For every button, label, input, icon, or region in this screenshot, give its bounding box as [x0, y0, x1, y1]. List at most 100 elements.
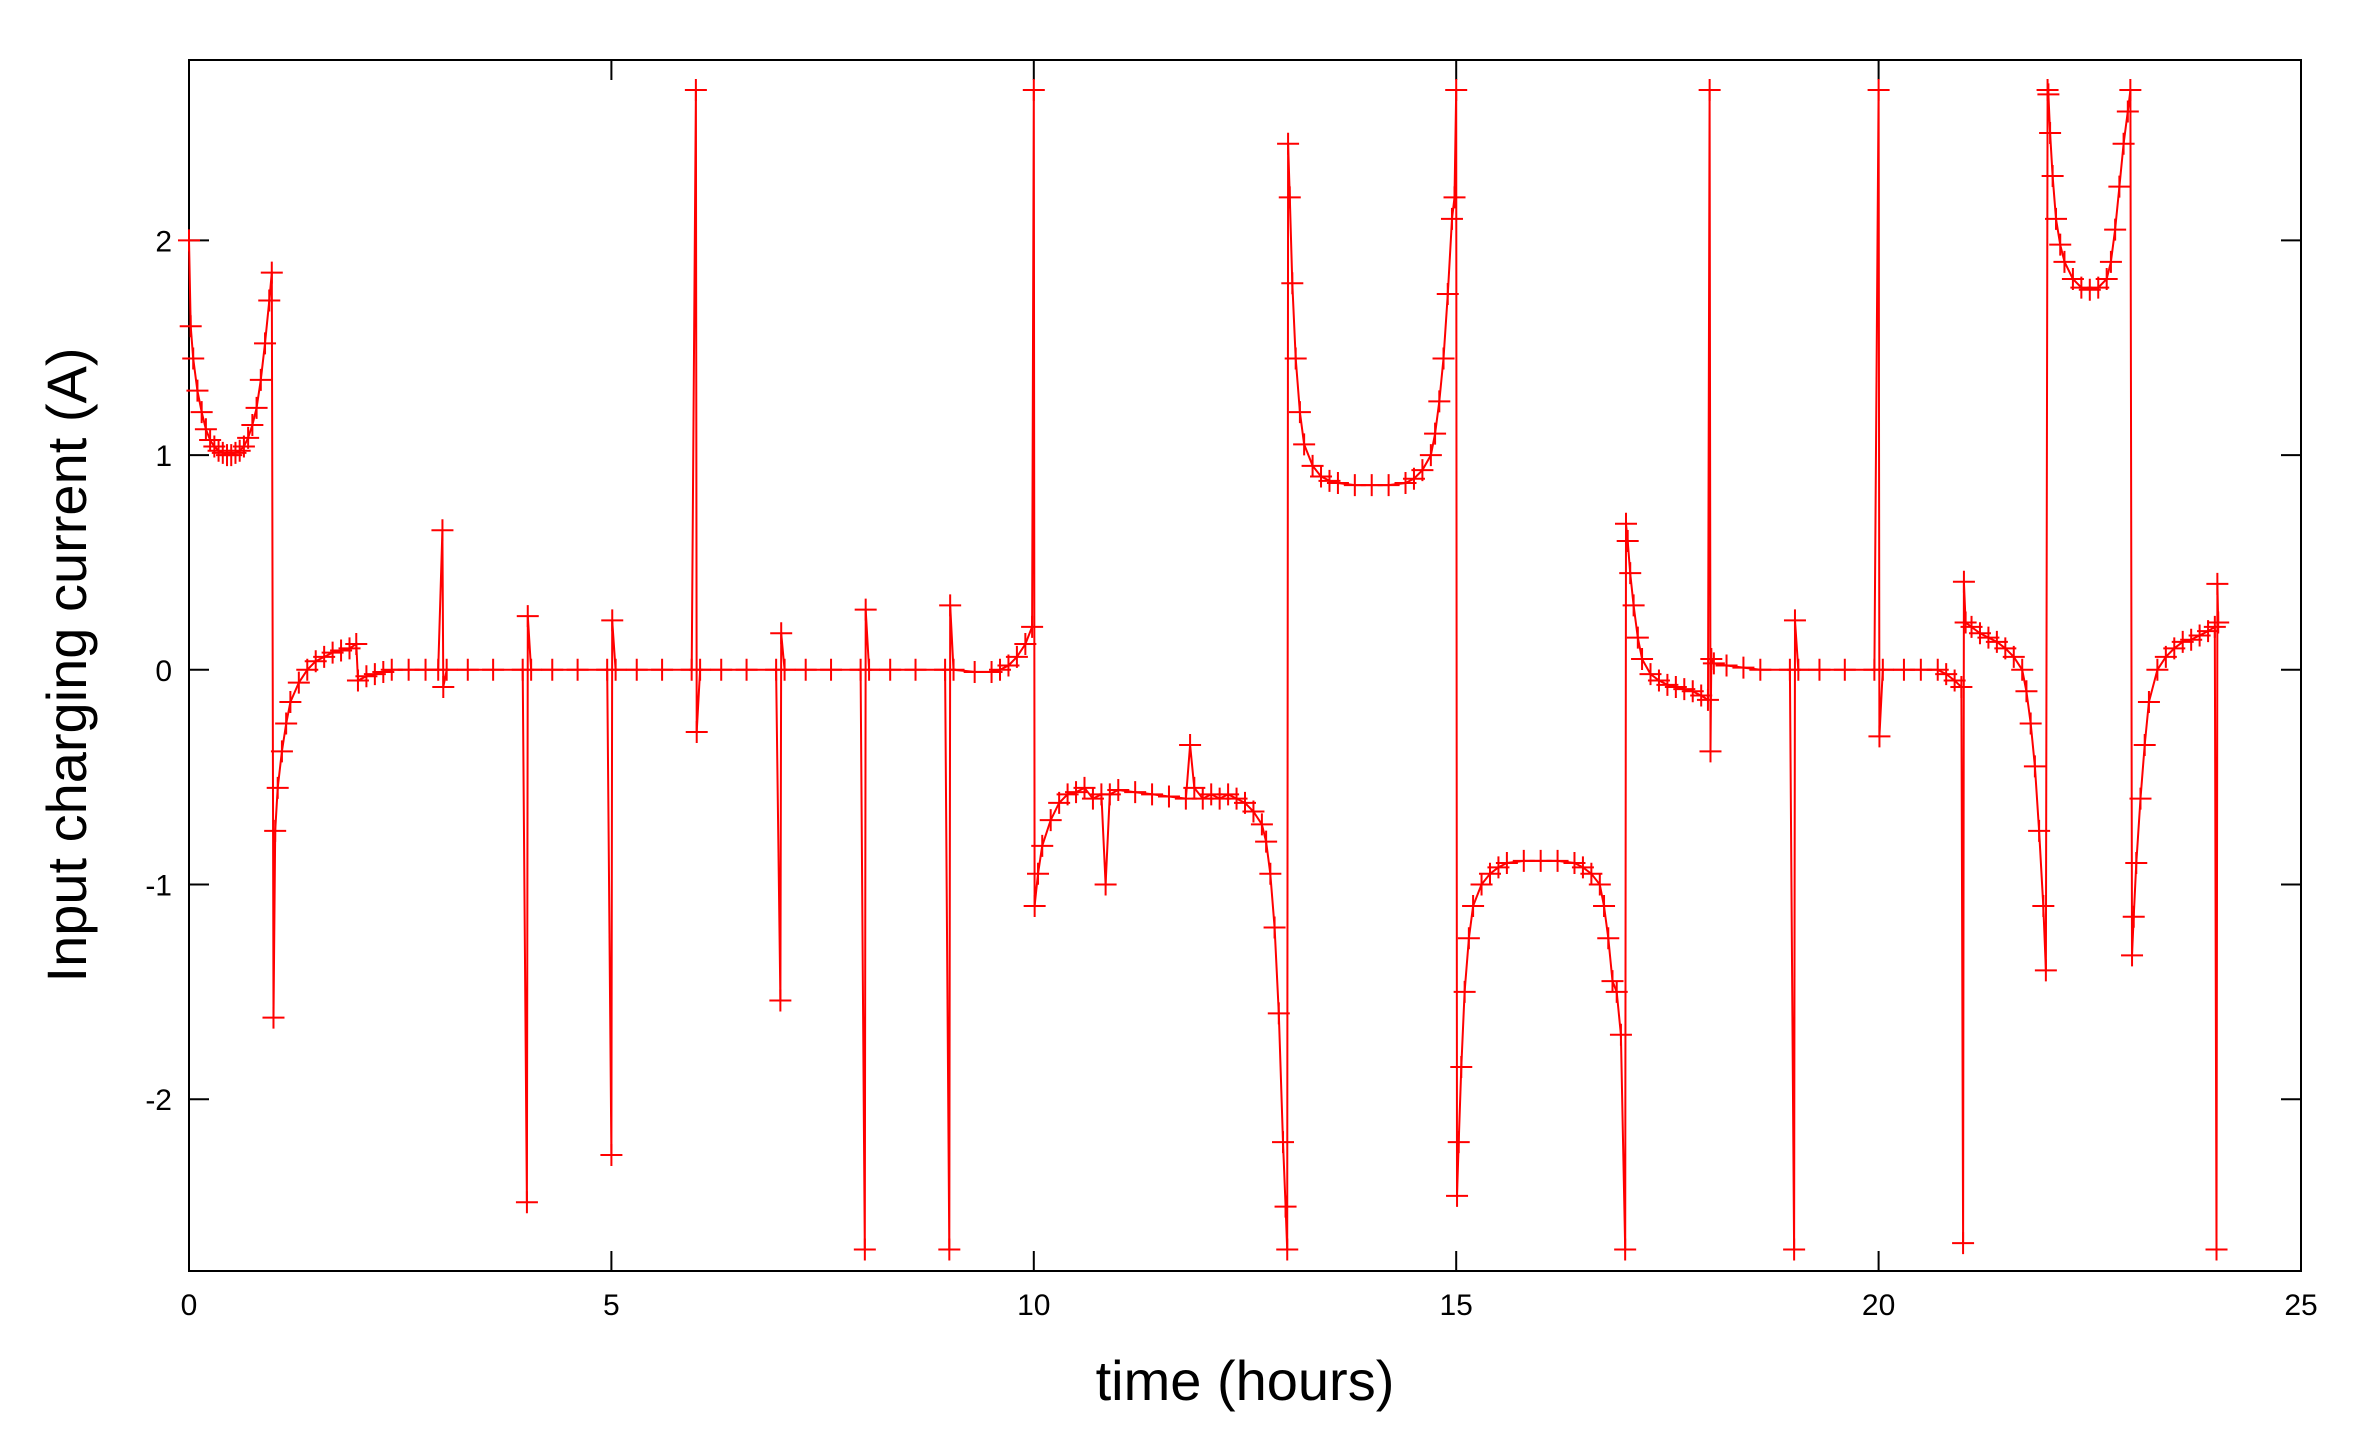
data-point [1005, 645, 1028, 668]
data-point [179, 315, 202, 338]
data-point [735, 658, 758, 681]
data-point [456, 658, 479, 681]
data-point [2095, 268, 2118, 291]
data-point [296, 658, 319, 681]
data-point [1994, 637, 2017, 660]
y-tick-label: -2 [145, 1084, 172, 1117]
data-point [1326, 471, 1349, 494]
data-point [2205, 1238, 2228, 1261]
data-point [1700, 648, 1723, 671]
data-point [275, 712, 298, 735]
data-point [1470, 873, 1493, 896]
data-point [1432, 347, 1455, 370]
data-point [1952, 570, 1975, 593]
data-point [2041, 164, 2064, 187]
data-point [1014, 633, 1037, 656]
data-point [1450, 1056, 1473, 1079]
data-point [355, 665, 378, 688]
data-point [1588, 873, 1611, 896]
data-point [1217, 783, 1240, 806]
y-axis-title: Input charging current (A) [35, 348, 98, 983]
data-point [260, 261, 283, 284]
data-point [186, 379, 209, 402]
data-point [1310, 465, 1333, 488]
data-point [1288, 401, 1311, 424]
data-point [2133, 733, 2156, 756]
data-point [2011, 658, 2034, 681]
series-layer [178, 79, 2230, 1261]
x-tick-label: 25 [2284, 1289, 2317, 1322]
data-point [1274, 1195, 1297, 1218]
data-point [625, 658, 648, 681]
data-point [794, 658, 817, 681]
data-point [2137, 691, 2160, 714]
data-point [245, 396, 268, 419]
data-point [541, 658, 564, 681]
data-point [178, 229, 200, 252]
data-point [1673, 678, 1696, 701]
data-point [604, 658, 627, 681]
data-point [1462, 894, 1485, 917]
data-point [1394, 471, 1417, 494]
data-point [249, 368, 272, 391]
data-point [313, 645, 336, 668]
data-point [1411, 459, 1434, 482]
data-point [1563, 852, 1586, 875]
data-point [997, 654, 1020, 677]
x-tick-label: 10 [1017, 1289, 1050, 1322]
data-point [2119, 79, 2142, 102]
data-point [1065, 781, 1088, 804]
data-point [2122, 905, 2145, 928]
data-point [1457, 927, 1480, 950]
data-point [2116, 100, 2139, 123]
data-point [207, 439, 230, 462]
data-point [2015, 680, 2038, 703]
data-point [515, 1191, 538, 1214]
data-point [2039, 122, 2062, 145]
data-point [820, 658, 843, 681]
data-point [1259, 862, 1282, 885]
data-point [684, 79, 707, 102]
data-point [1272, 1131, 1295, 1154]
data-point [321, 641, 344, 664]
data-point [2112, 132, 2135, 155]
data-point [262, 1006, 285, 1029]
data-point [1868, 725, 1891, 748]
data-point [1495, 852, 1518, 875]
data-point [1968, 622, 1991, 645]
data-point [2053, 250, 2076, 273]
data-point [1377, 474, 1400, 497]
data-point [1276, 1238, 1299, 1261]
data-point [1293, 433, 1316, 456]
data-point [1950, 675, 1973, 698]
data-point [482, 658, 505, 681]
data-point [853, 1238, 876, 1261]
data-point [1419, 444, 1442, 467]
data-point [1234, 791, 1256, 814]
data-point [1440, 207, 1463, 230]
data-point [566, 658, 589, 681]
data-point [1453, 980, 1476, 1003]
data-point [1808, 658, 1831, 681]
data-point [287, 671, 310, 694]
data-point [1833, 658, 1856, 681]
data-point [1447, 1131, 1470, 1154]
data-point [1183, 776, 1206, 799]
data-point [1255, 830, 1278, 853]
data-point [2002, 645, 2025, 668]
data-point [190, 401, 213, 424]
data-point [1301, 454, 1324, 477]
data-point [2129, 787, 2152, 810]
data-point [1702, 652, 1725, 675]
data-point [904, 658, 927, 681]
data-point [1580, 862, 1603, 885]
data-point [1698, 79, 1721, 102]
data-point [770, 622, 793, 645]
data-point [372, 660, 395, 683]
data-point [1952, 1232, 1975, 1255]
x-tick-label: 5 [603, 1289, 620, 1322]
data-point [1023, 894, 1046, 917]
data-point [2154, 645, 2177, 668]
data-point [710, 658, 733, 681]
